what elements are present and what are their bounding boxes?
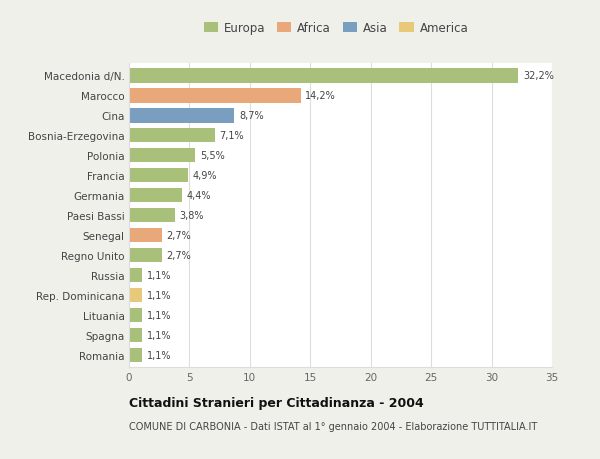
Text: 7,1%: 7,1% [220, 131, 244, 141]
Bar [129, 248, 161, 263]
Bar [129, 348, 142, 363]
Text: 1,1%: 1,1% [147, 310, 172, 320]
Text: 14,2%: 14,2% [305, 91, 336, 101]
Bar [129, 189, 182, 203]
Bar [129, 229, 161, 243]
Bar [129, 308, 142, 323]
Bar [129, 328, 142, 342]
Text: 1,1%: 1,1% [147, 291, 172, 301]
Bar [129, 169, 188, 183]
Text: 3,8%: 3,8% [180, 211, 204, 221]
Text: 1,1%: 1,1% [147, 350, 172, 360]
Text: 1,1%: 1,1% [147, 330, 172, 340]
Bar [129, 208, 175, 223]
Legend: Europa, Africa, Asia, America: Europa, Africa, Asia, America [202, 20, 470, 37]
Text: 8,7%: 8,7% [239, 111, 263, 121]
Text: 4,9%: 4,9% [193, 171, 218, 181]
Bar [129, 288, 142, 302]
Text: 5,5%: 5,5% [200, 151, 225, 161]
Text: 2,7%: 2,7% [166, 251, 191, 261]
Text: 1,1%: 1,1% [147, 270, 172, 280]
Text: Cittadini Stranieri per Cittadinanza - 2004: Cittadini Stranieri per Cittadinanza - 2… [129, 396, 424, 409]
Bar [129, 89, 301, 103]
Text: 2,7%: 2,7% [166, 231, 191, 241]
Bar [129, 269, 142, 283]
Bar [129, 129, 215, 143]
Text: 4,4%: 4,4% [187, 191, 212, 201]
Bar [129, 69, 518, 84]
Bar [129, 149, 196, 163]
Text: COMUNE DI CARBONIA - Dati ISTAT al 1° gennaio 2004 - Elaborazione TUTTITALIA.IT: COMUNE DI CARBONIA - Dati ISTAT al 1° ge… [129, 421, 537, 431]
Bar [129, 109, 234, 123]
Text: 32,2%: 32,2% [523, 71, 554, 81]
